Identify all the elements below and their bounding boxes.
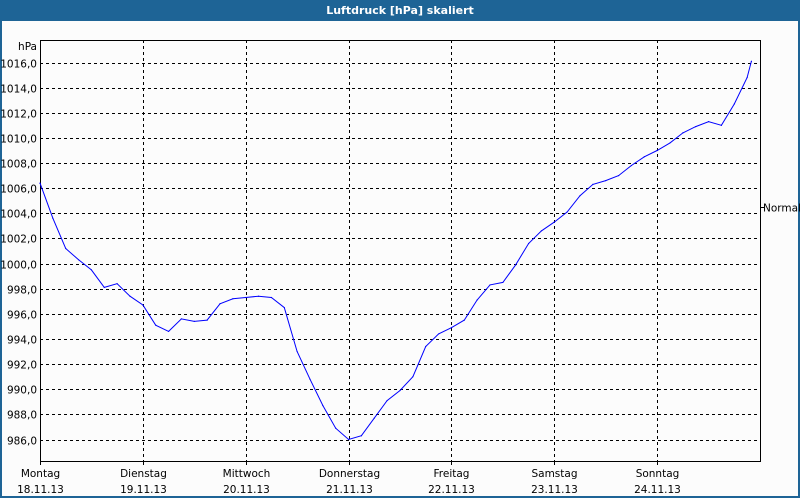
data-point [270, 296, 273, 299]
data-point [219, 303, 221, 305]
y-tick-label: 992,0 [7, 360, 37, 372]
y-tick-label: 988,0 [7, 410, 37, 422]
data-point [257, 295, 260, 297]
data-point [309, 378, 311, 380]
y-tick-label: 1008,0 [0, 159, 37, 171]
data-point [77, 259, 80, 261]
data-point [155, 324, 157, 326]
data-point [669, 142, 671, 144]
data-point [643, 156, 645, 158]
data-point [116, 283, 118, 285]
data-point [206, 319, 208, 321]
data-point [412, 376, 414, 378]
data-point [450, 327, 453, 329]
x-tick-day: Montag [21, 468, 60, 480]
data-point [425, 345, 427, 348]
data-point [39, 182, 41, 184]
x-tick-date: 24.11.13 [634, 484, 681, 496]
y-axis-unit: hPa [18, 41, 37, 53]
y-tick-label: 996,0 [7, 310, 37, 322]
data-point [502, 281, 504, 284]
y-tick-label: 1002,0 [0, 234, 37, 246]
y-tick-label: 1006,0 [0, 184, 37, 196]
data-point [360, 435, 363, 437]
y-tick-label: 1000,0 [0, 260, 37, 272]
x-tick-date: 19.11.13 [120, 484, 167, 496]
data-point [103, 286, 105, 289]
data-point [386, 399, 388, 402]
x-tick-date: 21.11.13 [326, 484, 373, 496]
data-point [180, 318, 183, 320]
y-tick-label: 1014,0 [0, 84, 37, 96]
data-point [142, 304, 144, 306]
data-point [540, 230, 543, 232]
data-point [656, 149, 658, 152]
normal-label: Normal [763, 203, 800, 215]
data-point [167, 330, 170, 333]
data-point [750, 60, 753, 62]
y-tick-label: 1004,0 [0, 209, 37, 221]
x-tick-day: Dienstag [120, 468, 167, 480]
data-point [489, 284, 491, 286]
data-point [720, 124, 723, 126]
data-point [373, 417, 375, 419]
data-point [527, 242, 530, 245]
y-tick-label: 990,0 [7, 385, 37, 397]
x-tick-date: 23.11.13 [531, 484, 578, 496]
data-point [232, 298, 234, 300]
data-point [476, 299, 478, 301]
window-title: Luftdruck [hPa] skaliert [0, 0, 800, 21]
data-point [322, 404, 324, 407]
x-tick-date: 18.11.13 [17, 484, 64, 496]
x-tick-day: Sonntag [636, 468, 680, 480]
x-tick-day: Donnerstag [319, 468, 380, 480]
data-point [296, 350, 298, 353]
data-point [579, 195, 581, 197]
data-point [245, 296, 247, 299]
data-point [65, 247, 67, 250]
data-point [682, 132, 684, 134]
data-point [399, 389, 401, 392]
y-tick-label: 1012,0 [0, 109, 37, 121]
y-tick-label: 994,0 [7, 335, 37, 347]
x-tick-date: 20.11.13 [223, 484, 270, 496]
data-point [129, 295, 131, 297]
data-point [617, 175, 620, 177]
y-tick-label: 1016,0 [0, 59, 37, 71]
data-point [335, 427, 337, 429]
data-point [437, 333, 440, 335]
x-tick-day: Mittwoch [223, 468, 271, 480]
data-point [630, 164, 633, 167]
y-tick-label: 998,0 [7, 285, 37, 297]
pressure-line [39, 61, 752, 441]
data-point [347, 438, 350, 441]
data-point [592, 183, 594, 185]
data-point [746, 76, 748, 79]
data-point [283, 306, 285, 309]
data-point [553, 221, 555, 223]
x-tick-day: Samstag [531, 468, 577, 480]
data-point [90, 269, 93, 271]
data-point [733, 103, 735, 105]
x-tick-day: Freitag [434, 468, 470, 480]
data-point [515, 264, 517, 266]
data-point [566, 211, 568, 213]
plot-frame [40, 40, 761, 462]
data-point [52, 217, 54, 219]
x-tick-date: 22.11.13 [428, 484, 475, 496]
data-point [695, 125, 697, 128]
y-tick-label: 986,0 [7, 436, 37, 448]
data-point [707, 120, 710, 123]
y-tick-label: 1010,0 [0, 134, 37, 146]
data-point [605, 180, 607, 182]
data-point [193, 320, 195, 322]
data-point [463, 319, 465, 321]
